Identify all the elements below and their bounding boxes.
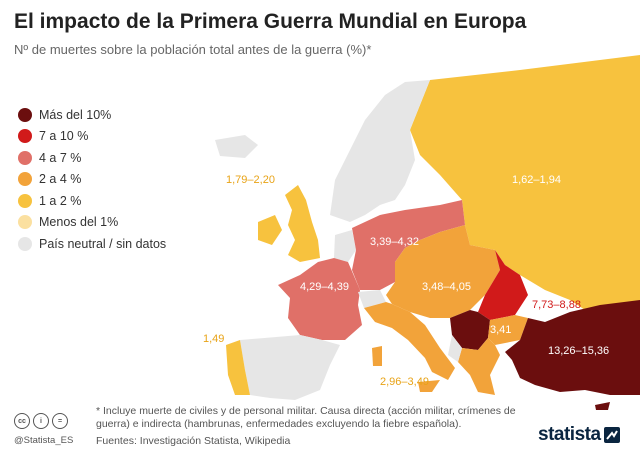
license-icons: cc i = — [14, 413, 68, 429]
legend-item-neutral: País neutral / sin datos — [18, 233, 166, 255]
region-sardinia — [372, 346, 382, 366]
legend-label: 2 a 4 % — [39, 172, 82, 187]
region-italy — [364, 302, 455, 380]
region-serbia — [450, 310, 490, 350]
attribution-icon: i — [33, 413, 49, 429]
legend-item-1a2: 1 a 2 % — [18, 190, 166, 212]
legend-label: Más del 10% — [39, 107, 112, 122]
region-romania — [478, 250, 528, 320]
region-switzerland — [358, 290, 386, 308]
legend-swatch — [18, 172, 32, 187]
map-label-italy: 2,96–3,49 — [380, 376, 429, 388]
region-cyprus — [595, 402, 610, 410]
region-russia — [410, 55, 640, 320]
map-label-russia: 1,62–1,94 — [512, 174, 561, 186]
map-label-france: 4,29–4,39 — [300, 281, 349, 293]
region-austria-hungary — [386, 225, 500, 318]
legend-label: 4 a 7 % — [39, 150, 82, 165]
map-label-germany: 3,39–4,32 — [370, 236, 419, 248]
map-label-bulgaria: 3,41 — [490, 324, 512, 336]
map-label-portugal: 1,49 — [203, 333, 225, 345]
map-label-romania: 7,73–8,88 — [532, 299, 581, 311]
creative-commons-icon: cc — [14, 413, 30, 429]
page-subtitle: Nº de muertes sobre la población total a… — [14, 42, 372, 57]
region-uk — [285, 185, 320, 262]
region-ottoman — [505, 300, 640, 395]
brand-name: statista — [538, 424, 601, 445]
region-iceland — [215, 135, 258, 158]
region-benelux — [334, 230, 356, 262]
legend-item-mas10: Más del 10% — [18, 104, 166, 126]
legend-label: 7 a 10 % — [39, 129, 89, 144]
region-ireland — [258, 215, 282, 245]
region-sicily — [418, 380, 440, 392]
legend-swatch — [18, 129, 32, 144]
legend-swatch — [18, 193, 32, 208]
legend-swatch — [18, 236, 32, 251]
legend-label: País neutral / sin datos — [39, 236, 167, 251]
statista-logo: statista — [538, 424, 620, 446]
footnote: * Incluye muerte de civiles y de persona… — [96, 405, 516, 430]
region-bulgaria — [488, 315, 528, 345]
legend-label: Menos del 1% — [39, 215, 119, 230]
page-title: El impacto de la Primera Guerra Mundial … — [14, 10, 527, 33]
region-portugal — [226, 340, 250, 395]
legend-swatch — [18, 150, 32, 165]
region-france — [278, 258, 362, 340]
map-label-austria-hungary: 3,48–4,05 — [422, 281, 471, 293]
statista-mark-icon — [603, 427, 620, 443]
legend-item-7a10: 7 a 10 % — [18, 126, 166, 148]
legend-item-4a7: 4 a 7 % — [18, 147, 166, 169]
region-spain — [240, 335, 340, 400]
region-greece — [458, 338, 500, 395]
region-germany — [352, 200, 465, 290]
no-derivatives-icon: = — [52, 413, 68, 429]
region-scandinavia — [330, 80, 430, 222]
legend-label: 1 a 2 % — [39, 193, 82, 208]
region-albania — [448, 335, 462, 362]
map-label-uk: 1,79–2,20 — [226, 174, 275, 186]
legend-swatch — [18, 215, 32, 230]
social-handle: @Statista_ES — [14, 435, 74, 446]
map-label-ottoman: 13,26–15,36 — [548, 345, 610, 357]
source-line: Fuentes: Investigación Statista, Wikiped… — [96, 435, 291, 447]
legend: Más del 10% 7 a 10 % 4 a 7 % 2 a 4 % 1 a… — [18, 104, 166, 255]
legend-swatch — [18, 107, 32, 122]
legend-item-menos1: Menos del 1% — [18, 212, 166, 234]
legend-item-2a4: 2 a 4 % — [18, 169, 166, 191]
